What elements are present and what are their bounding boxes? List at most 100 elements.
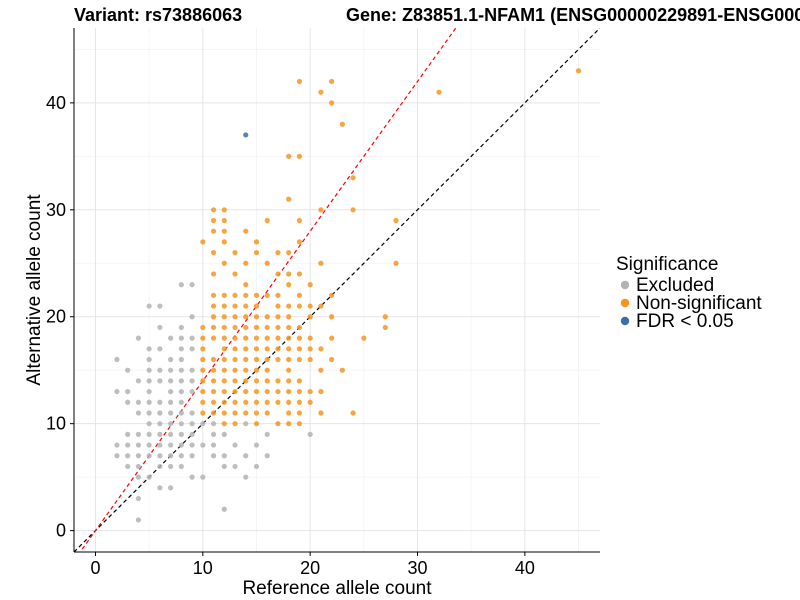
- data-point: [286, 356, 292, 363]
- data-point: [157, 399, 163, 405]
- data-point: [286, 303, 292, 309]
- legend-title: Significance: [616, 254, 718, 275]
- reference-lines: [74, 28, 600, 552]
- data-point: [296, 271, 303, 277]
- data-point: [200, 399, 206, 405]
- data-point: [221, 356, 227, 363]
- data-point: [114, 356, 120, 363]
- data-point: [329, 356, 335, 363]
- data-point: [243, 335, 249, 341]
- data-point: [350, 410, 356, 416]
- data-point: [286, 314, 292, 320]
- data-point: [243, 399, 249, 405]
- chart-title-gene: Gene: Z83851.1-NFAM1 (ENSG00000229891-EN…: [346, 5, 800, 25]
- data-point: [135, 517, 142, 523]
- data-point: [329, 78, 335, 85]
- data-point: [114, 388, 120, 395]
- data-point: [200, 346, 206, 352]
- data-point: [243, 303, 249, 309]
- data-point: [393, 217, 399, 224]
- data-point: [146, 421, 152, 427]
- data-point: [221, 421, 227, 427]
- data-point: [210, 207, 217, 213]
- data-point: [286, 282, 292, 288]
- data-point: [125, 453, 131, 459]
- data-point: [307, 282, 313, 288]
- data-point: [135, 431, 142, 437]
- data-point: [135, 474, 142, 480]
- data-point: [264, 410, 270, 416]
- reference-line: [74, 28, 600, 552]
- data-point: [296, 303, 303, 309]
- data-point: [232, 292, 238, 298]
- data-point: [157, 421, 163, 427]
- data-point: [329, 314, 335, 320]
- data-point: [318, 260, 324, 266]
- data-point: [221, 303, 227, 309]
- data-point: [436, 89, 442, 95]
- data-point: [178, 378, 184, 384]
- x-tick-label: 0: [90, 558, 100, 578]
- data-point: [146, 346, 152, 352]
- data-point: [275, 399, 281, 405]
- data-point: [221, 346, 227, 352]
- data-point: [221, 314, 227, 320]
- data-point: [575, 68, 582, 74]
- data-point: [125, 442, 131, 448]
- data-point: [178, 421, 184, 427]
- data-point: [157, 431, 163, 437]
- data-point: [189, 314, 195, 320]
- data-point: [296, 346, 303, 352]
- data-point: [200, 335, 206, 341]
- data-point: [210, 271, 217, 277]
- data-point: [135, 399, 142, 405]
- data-point: [221, 239, 227, 245]
- data-point: [296, 388, 303, 395]
- data-point: [232, 388, 238, 395]
- data-point: [243, 132, 249, 138]
- data-point: [232, 249, 238, 256]
- data-point: [275, 271, 281, 277]
- data-point: [157, 442, 163, 448]
- data-point: [232, 356, 238, 363]
- data-point: [339, 367, 345, 373]
- data-point: [125, 388, 131, 395]
- data-point: [125, 367, 131, 373]
- legend: Significance ExcludedNon-significantFDR …: [616, 254, 762, 332]
- data-point: [157, 367, 163, 373]
- data-point: [189, 367, 195, 373]
- legend-key-fdr-0-05: [620, 316, 630, 326]
- data-point: [221, 324, 227, 331]
- data-point: [146, 442, 152, 448]
- x-tick-label: 20: [300, 558, 320, 578]
- data-point: [200, 421, 206, 427]
- data-point: [157, 324, 163, 331]
- data-point: [253, 303, 260, 309]
- data-point: [157, 463, 163, 470]
- data-point: [350, 175, 356, 181]
- data-point: [275, 388, 281, 395]
- data-point: [275, 303, 281, 309]
- y-tick-label: 40: [46, 93, 66, 113]
- data-point: [307, 399, 313, 405]
- data-point: [243, 324, 249, 331]
- data-point: [264, 314, 270, 320]
- data-point: [210, 442, 217, 448]
- data-point: [232, 410, 238, 416]
- data-point: [146, 388, 152, 395]
- reference-line: [79, 28, 457, 552]
- data-point: [318, 303, 324, 309]
- data-point: [286, 271, 292, 277]
- data-point: [264, 399, 270, 405]
- data-point: [221, 367, 227, 373]
- data-point: [178, 324, 184, 331]
- data-point: [296, 239, 303, 245]
- data-point: [135, 335, 142, 341]
- series-excluded: [114, 282, 313, 523]
- series-non-significant: [200, 68, 582, 427]
- data-point: [168, 463, 174, 470]
- data-point: [210, 356, 217, 363]
- data-point: [178, 431, 184, 437]
- data-point: [178, 346, 184, 352]
